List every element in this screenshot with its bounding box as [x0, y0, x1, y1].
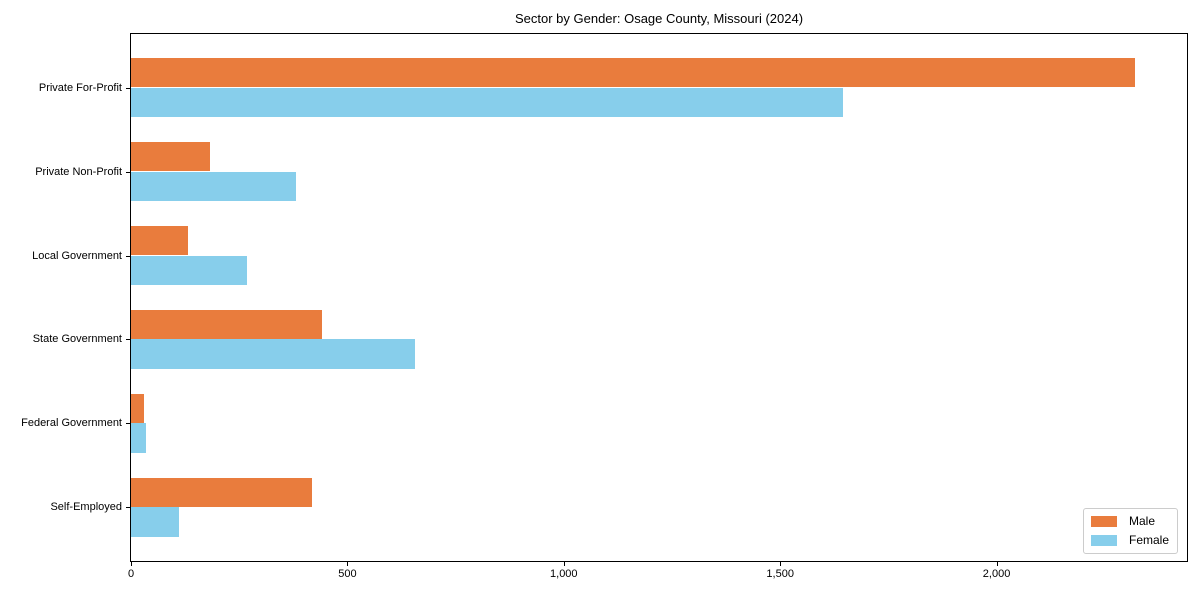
x-tick-label-1-500: 1,500: [766, 568, 794, 580]
bar-male-local-government: [131, 226, 188, 256]
legend-swatch-female: [1090, 535, 1117, 546]
y-tick-label-private-non-profit: Private Non-Profit: [35, 165, 122, 178]
x-tick-mark: [131, 562, 132, 566]
y-tick-mark: [126, 339, 130, 341]
bar-female-self-employed: [131, 507, 180, 537]
bar-male-self-employed: [131, 478, 312, 508]
x-tick-mark: [780, 562, 782, 566]
bar-female-local-government: [131, 255, 247, 285]
legend-item-male: Male: [1090, 514, 1169, 528]
legend-item-female: Female: [1090, 533, 1169, 547]
y-tick-mark: [126, 423, 130, 425]
y-tick-label-self-employed: Self-Employed: [50, 501, 122, 514]
plot-area: Male Female: [130, 33, 1188, 562]
y-tick-mark: [126, 255, 130, 257]
bar-female-private-for-profit: [131, 87, 843, 117]
y-tick-mark: [126, 507, 130, 509]
chart-title: Sector by Gender: Osage County, Missouri…: [514, 11, 804, 26]
bar-female-state-government: [131, 339, 416, 369]
x-tick-label-500: 500: [338, 568, 357, 580]
y-tick-label-local-government: Local Government: [32, 249, 122, 262]
x-tick-label-1-000: 1,000: [550, 568, 578, 580]
bar-male-private-non-profit: [131, 142, 211, 172]
y-tick-mark: [126, 87, 130, 89]
y-tick-mark: [126, 171, 130, 173]
legend-swatch-male: [1090, 516, 1117, 527]
legend-label-male: Male: [1128, 514, 1155, 528]
bar-female-private-non-profit: [131, 171, 296, 201]
y-tick-label-federal-government: Federal Government: [21, 417, 122, 430]
x-tick-label-2-000: 2,000: [982, 568, 1011, 580]
legend: Male Female: [1082, 508, 1178, 554]
y-tick-label-state-government: State Government: [32, 333, 122, 346]
x-tick-mark: [563, 562, 565, 566]
bar-male-private-for-profit: [131, 58, 1136, 88]
x-tick-label-0: 0: [127, 568, 135, 580]
x-tick-mark: [996, 562, 998, 566]
y-tick-label-private-for-profit: Private For-Profit: [38, 81, 122, 94]
x-tick-mark: [347, 562, 349, 566]
bar-male-state-government: [131, 310, 322, 340]
bar-male-federal-government: [131, 394, 144, 424]
legend-label-female: Female: [1128, 533, 1169, 547]
bar-female-federal-government: [131, 423, 147, 453]
